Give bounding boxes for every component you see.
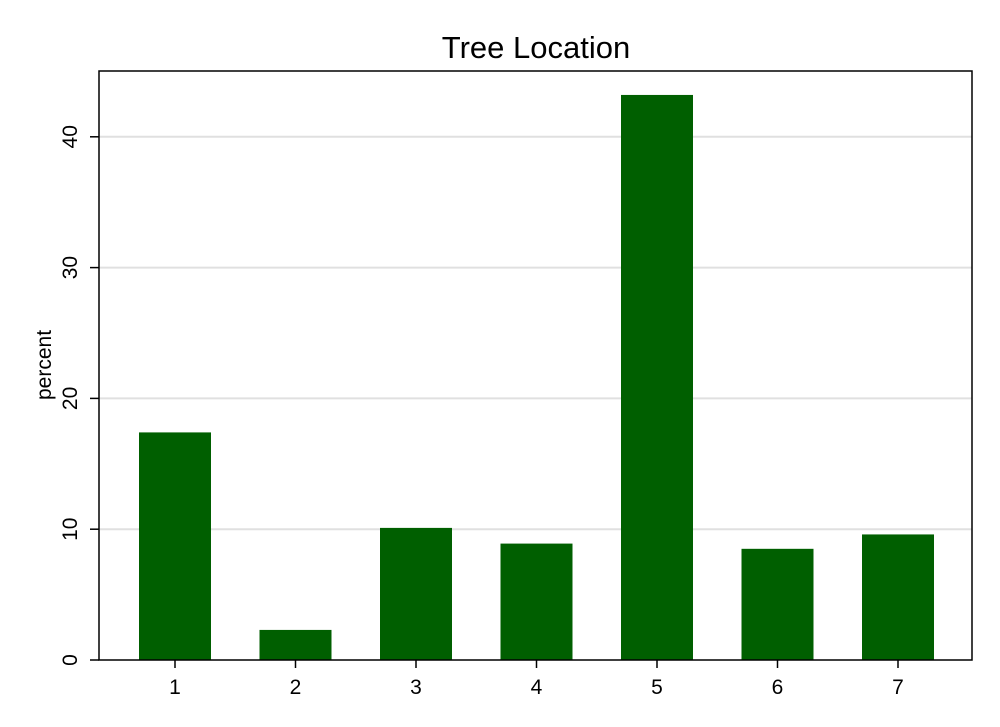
plot-frame	[98, 70, 973, 661]
x-tick-label: 2	[290, 676, 302, 699]
x-tick-label: 1	[169, 676, 181, 699]
bar	[621, 94, 693, 661]
x-tick-label: 3	[410, 676, 422, 699]
y-axis-label: percent	[33, 330, 56, 400]
bars	[139, 94, 934, 661]
bar	[500, 543, 573, 660]
x-tick-label: 5	[651, 676, 663, 699]
bar	[741, 548, 814, 660]
y-tick-label: 20	[59, 387, 82, 410]
y-tick-label: 30	[59, 256, 82, 279]
y-tick-label: 0	[59, 654, 82, 666]
y-tick-label: 10	[59, 518, 82, 541]
bar	[380, 527, 452, 660]
bar	[259, 629, 332, 660]
x-tick-label: 6	[772, 676, 784, 699]
y-tick-label: 40	[59, 125, 82, 148]
x-tick-label: 7	[892, 676, 904, 699]
gridlines	[99, 135, 972, 531]
x-axis: 1 2 3 4 5 6 7	[169, 660, 904, 699]
y-axis: 0 10 20 30 40	[59, 125, 99, 666]
bar	[862, 534, 934, 660]
x-tick-label: 4	[531, 676, 543, 699]
bar	[139, 432, 211, 660]
chart-title: Tree Location	[442, 30, 630, 65]
